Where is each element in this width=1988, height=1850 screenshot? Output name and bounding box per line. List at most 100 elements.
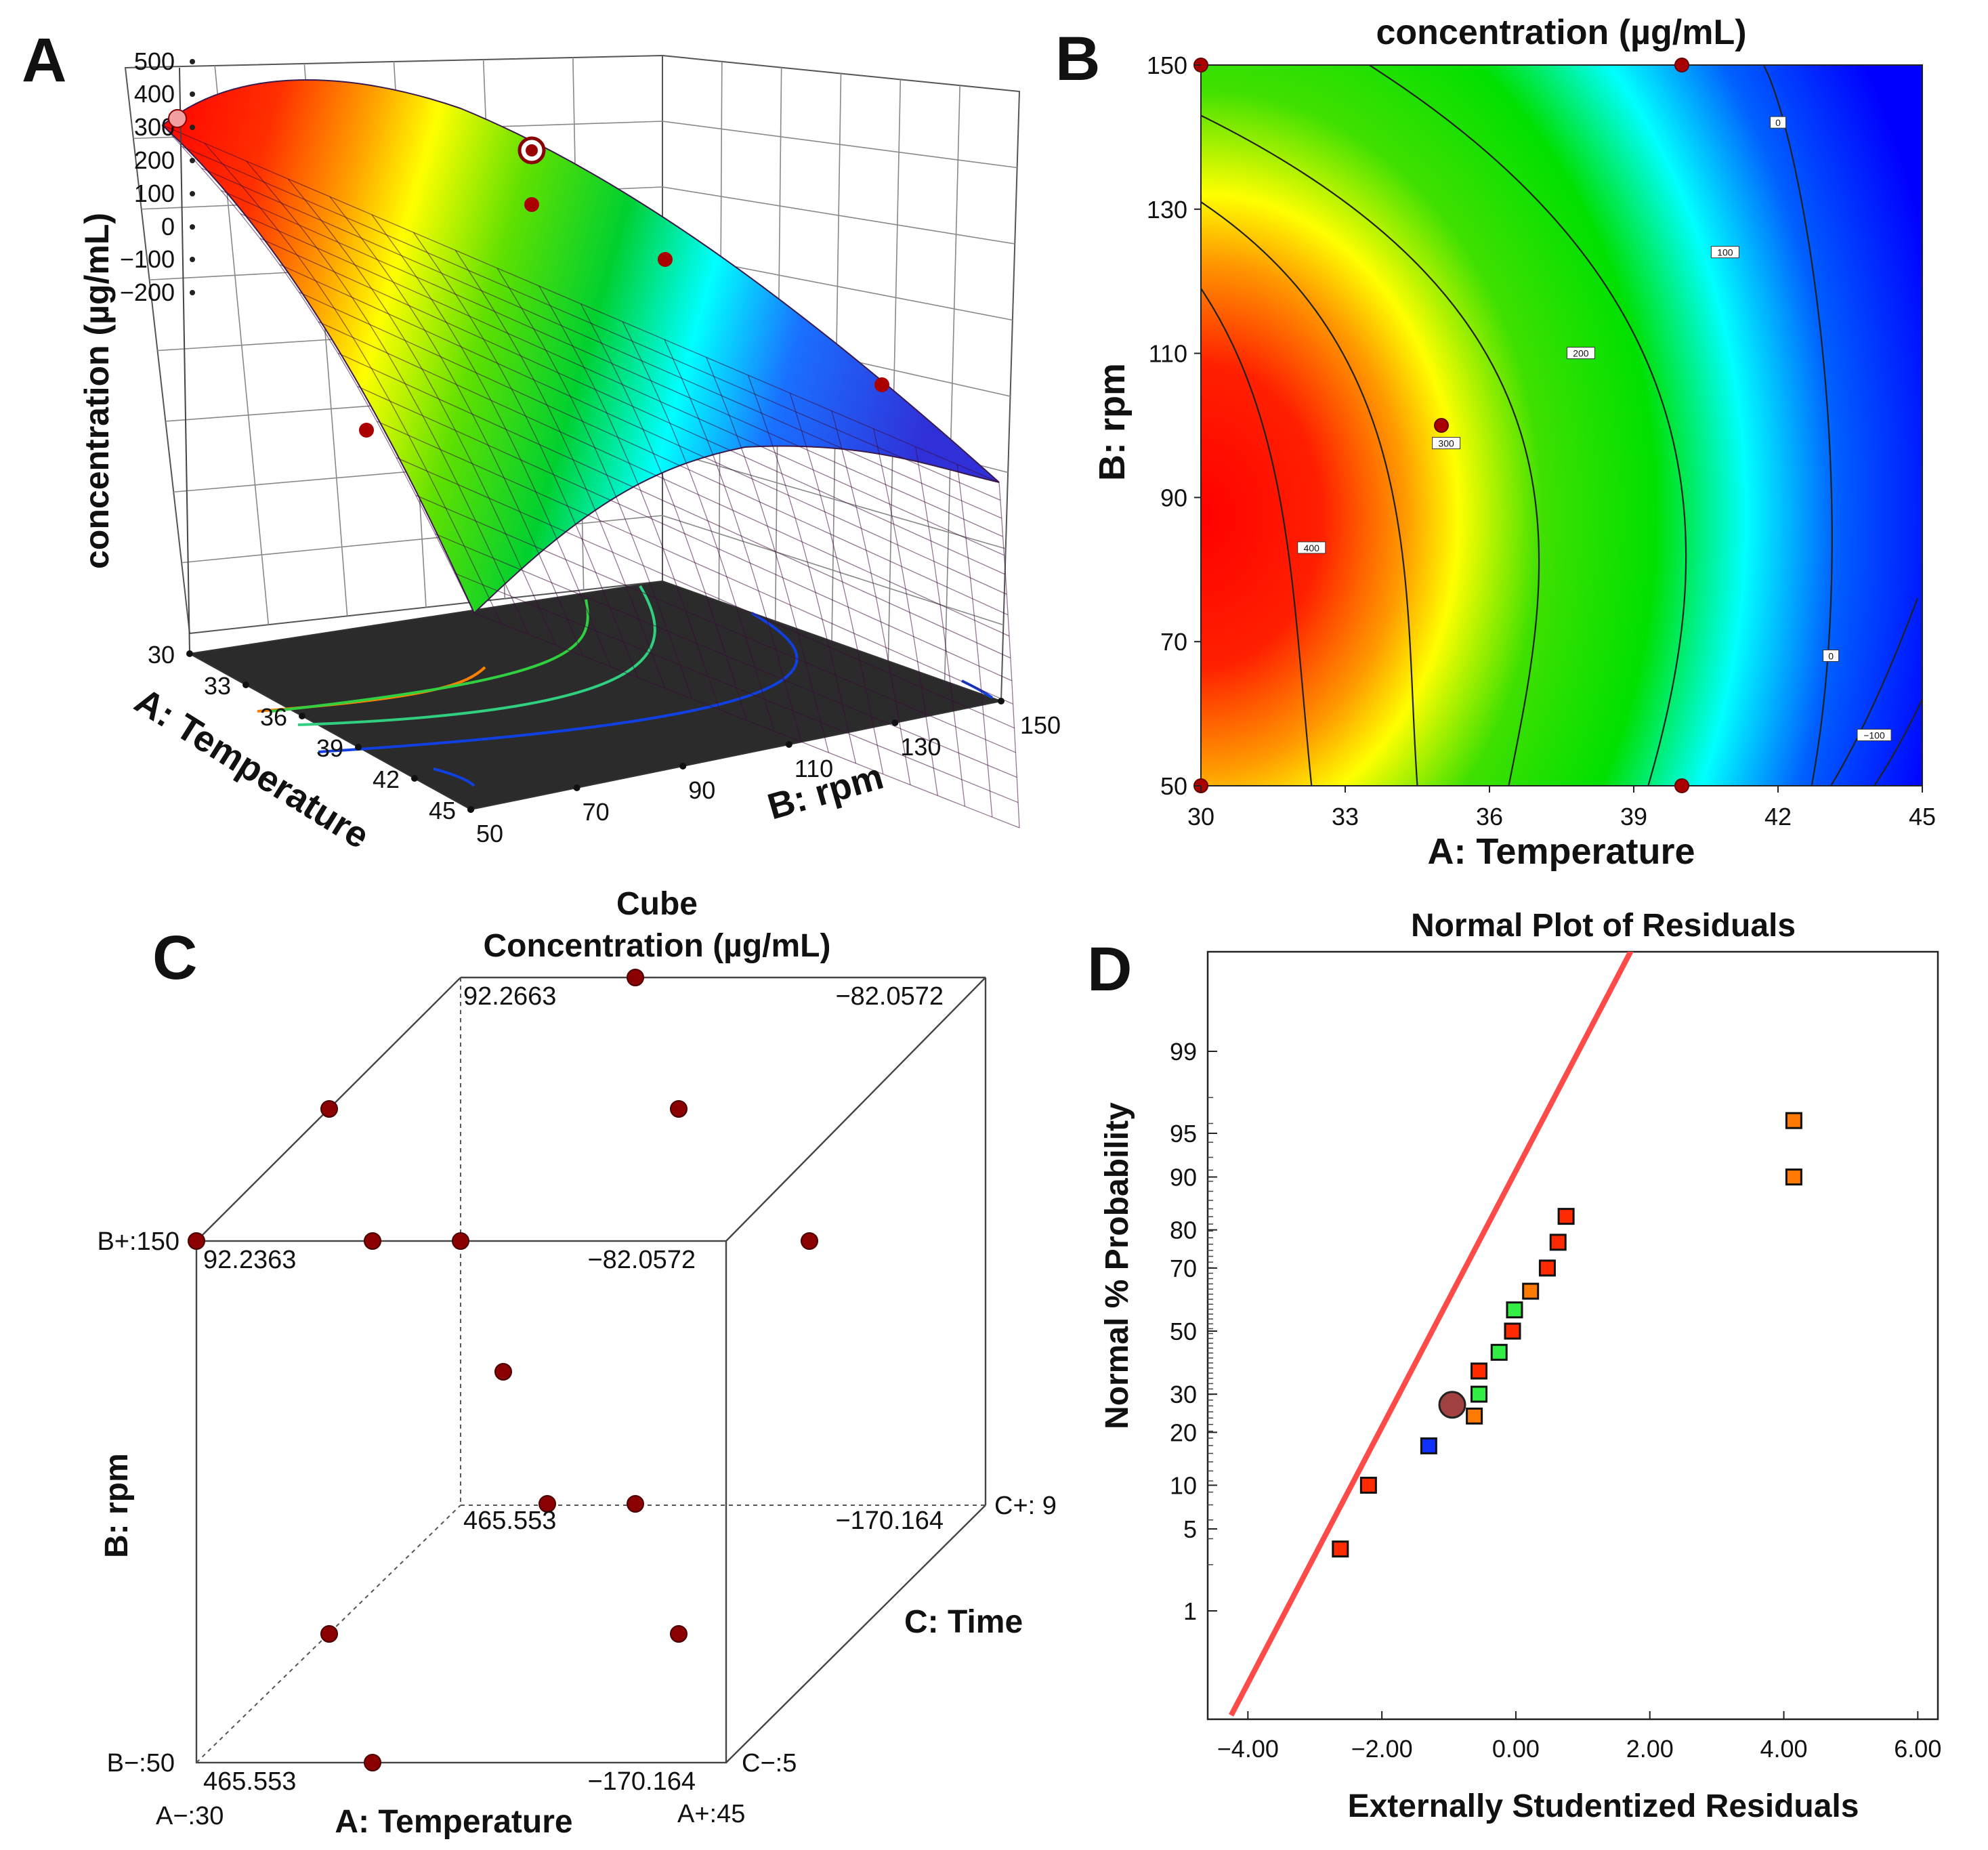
design-point: [1434, 418, 1449, 433]
corner-front-top-right: −82.0572: [587, 1246, 696, 1274]
z-tick-mark: [190, 257, 195, 262]
corner-back-bottom-right: −170.164: [835, 1507, 944, 1535]
cube-point: [320, 1625, 338, 1643]
x-tick-label: 39: [316, 734, 343, 762]
cube-point: [670, 1625, 688, 1643]
cube-point-center: [494, 1363, 512, 1381]
corner-front-bottom-left: 465.553: [203, 1767, 296, 1796]
panel-d-frame: [1206, 950, 1939, 1721]
corner-back-top-left: 92.2663: [463, 982, 556, 1011]
temperature-axis-ticks: 30 33 36 39 42 45: [148, 641, 474, 824]
z-tick-mark: [190, 91, 195, 97]
z-tick-label: 400: [134, 80, 175, 108]
panel-c-title-line2: Concentration (µg/mL): [484, 928, 831, 964]
x-tick-label: 30: [1187, 803, 1214, 831]
a-plus-label: A+:45: [677, 1800, 745, 1828]
panel-d-title: Normal Plot of Residuals: [1411, 908, 1796, 944]
y-tick-mark: [891, 719, 899, 726]
y-tick-label: 30: [1170, 1381, 1197, 1408]
contour-line: [1201, 114, 1540, 786]
x-tick-label: −2.00: [1351, 1735, 1413, 1763]
panel-d-y-minor-ticks: [1208, 1097, 1213, 1565]
mesh-line: [473, 612, 1020, 828]
y-tick-label: 90: [688, 776, 715, 804]
x-tick-label: 33: [1332, 803, 1359, 831]
corner-front-bottom-right: −170.164: [587, 1767, 696, 1796]
residual-point: [1549, 1234, 1567, 1251]
mesh-line: [162, 125, 1000, 483]
contour-label-box: [1297, 541, 1326, 554]
residual-point: [1785, 1112, 1802, 1129]
x-tick-mark: [411, 775, 418, 782]
residual-point: [1471, 1362, 1488, 1380]
x-tick-mark: [355, 744, 362, 751]
z-tick-label: 300: [134, 113, 175, 141]
y-tick-label: 50: [476, 820, 503, 847]
corner-back-top-right: −82.0572: [835, 982, 944, 1011]
y-tick-label: 70: [1160, 628, 1187, 656]
design-point: [874, 377, 889, 392]
x-tick-label: 4.00: [1760, 1735, 1807, 1763]
panel-c-x-label: A: Temperature: [335, 1804, 572, 1840]
panel-c-letter: C: [152, 923, 197, 992]
contour-label: 200: [1573, 348, 1589, 359]
corner-front-top-left: 92.2363: [203, 1246, 296, 1274]
wall-gridline: [944, 85, 960, 681]
cube-point: [801, 1232, 818, 1250]
y-tick-mark: [573, 784, 580, 791]
b-minus-label: B−:50: [107, 1749, 175, 1778]
mesh-line: [435, 533, 1017, 778]
panel-d-y-ticks: 99 95 90 80 70 50 30 20 10 5 1: [1170, 1038, 1217, 1625]
y-tick-label: 70: [583, 798, 610, 826]
contour-line: [1830, 597, 1918, 786]
y-tick-label: 110: [1149, 340, 1187, 368]
normal-fit-line: [1229, 952, 1634, 1717]
design-point: [168, 109, 187, 128]
y-tick-label: 130: [1147, 196, 1187, 224]
x-tick-label: 42: [373, 765, 400, 793]
mesh-line: [377, 421, 1013, 705]
cube-axis-labels: B+:150 B−:50 A−:30 A+:45 C−:5 C+: 9 A: T…: [98, 1227, 1057, 1840]
y-tick-label: 130: [900, 733, 941, 761]
y-tick-label: 20: [1170, 1418, 1197, 1446]
mesh-line: [299, 291, 1009, 616]
residual-highlight-point: [1438, 1391, 1466, 1419]
panel-d-plot-area: [1229, 952, 1634, 1717]
z-tick-mark: [190, 290, 195, 295]
cube-point: [627, 1495, 644, 1513]
y-tick-label: 80: [1170, 1217, 1197, 1244]
surface-mesh: [162, 125, 1020, 828]
x-tick-label: 30: [148, 641, 175, 669]
panel-c-z-label: C: Time: [904, 1604, 1023, 1640]
residual-point: [1538, 1259, 1556, 1277]
panel-c-cube-plot: C Cube Concentration (µg/mL): [98, 886, 1057, 1840]
panel-d-x-ticks: −4.00 −2.00 0.00 2.00 4.00 6.00: [1217, 1711, 1941, 1763]
z-tick-mark: [190, 224, 195, 230]
cube-point: [627, 969, 644, 986]
x-tick-mark: [242, 681, 249, 688]
x-tick-label: 45: [429, 797, 456, 824]
panel-d-letter: D: [1087, 935, 1132, 1004]
x-tick-label: 36: [1476, 803, 1503, 831]
panel-b-title: concentration (µg/mL): [1376, 13, 1746, 52]
contour-label-box: [1857, 729, 1892, 742]
residual-point: [1506, 1301, 1523, 1319]
contour-label: 300: [1438, 438, 1454, 449]
contour-label-box: [1710, 246, 1739, 259]
panel-b-y-ticks: 50 70 90 110 130 150: [1147, 51, 1201, 800]
mesh-line: [240, 213, 1004, 556]
cube-hidden-edges: [196, 977, 986, 1763]
cube-edges: [195, 976, 987, 1764]
y-tick-label: 90: [1160, 484, 1187, 511]
y-tick-mark: [467, 806, 474, 813]
contour-lines: [1201, 65, 1922, 786]
y-tick-label: 95: [1170, 1120, 1197, 1148]
cube-bottom-right-edge: [725, 1505, 986, 1763]
y-tick-label: 150: [1147, 51, 1187, 79]
cube-point: [364, 1232, 381, 1250]
residual-points: [1332, 1112, 1802, 1558]
contour-fill-area: [1201, 65, 1922, 786]
mesh-line: [221, 190, 1003, 537]
mesh-line: [337, 352, 1011, 658]
contour-line: [1201, 288, 1313, 786]
